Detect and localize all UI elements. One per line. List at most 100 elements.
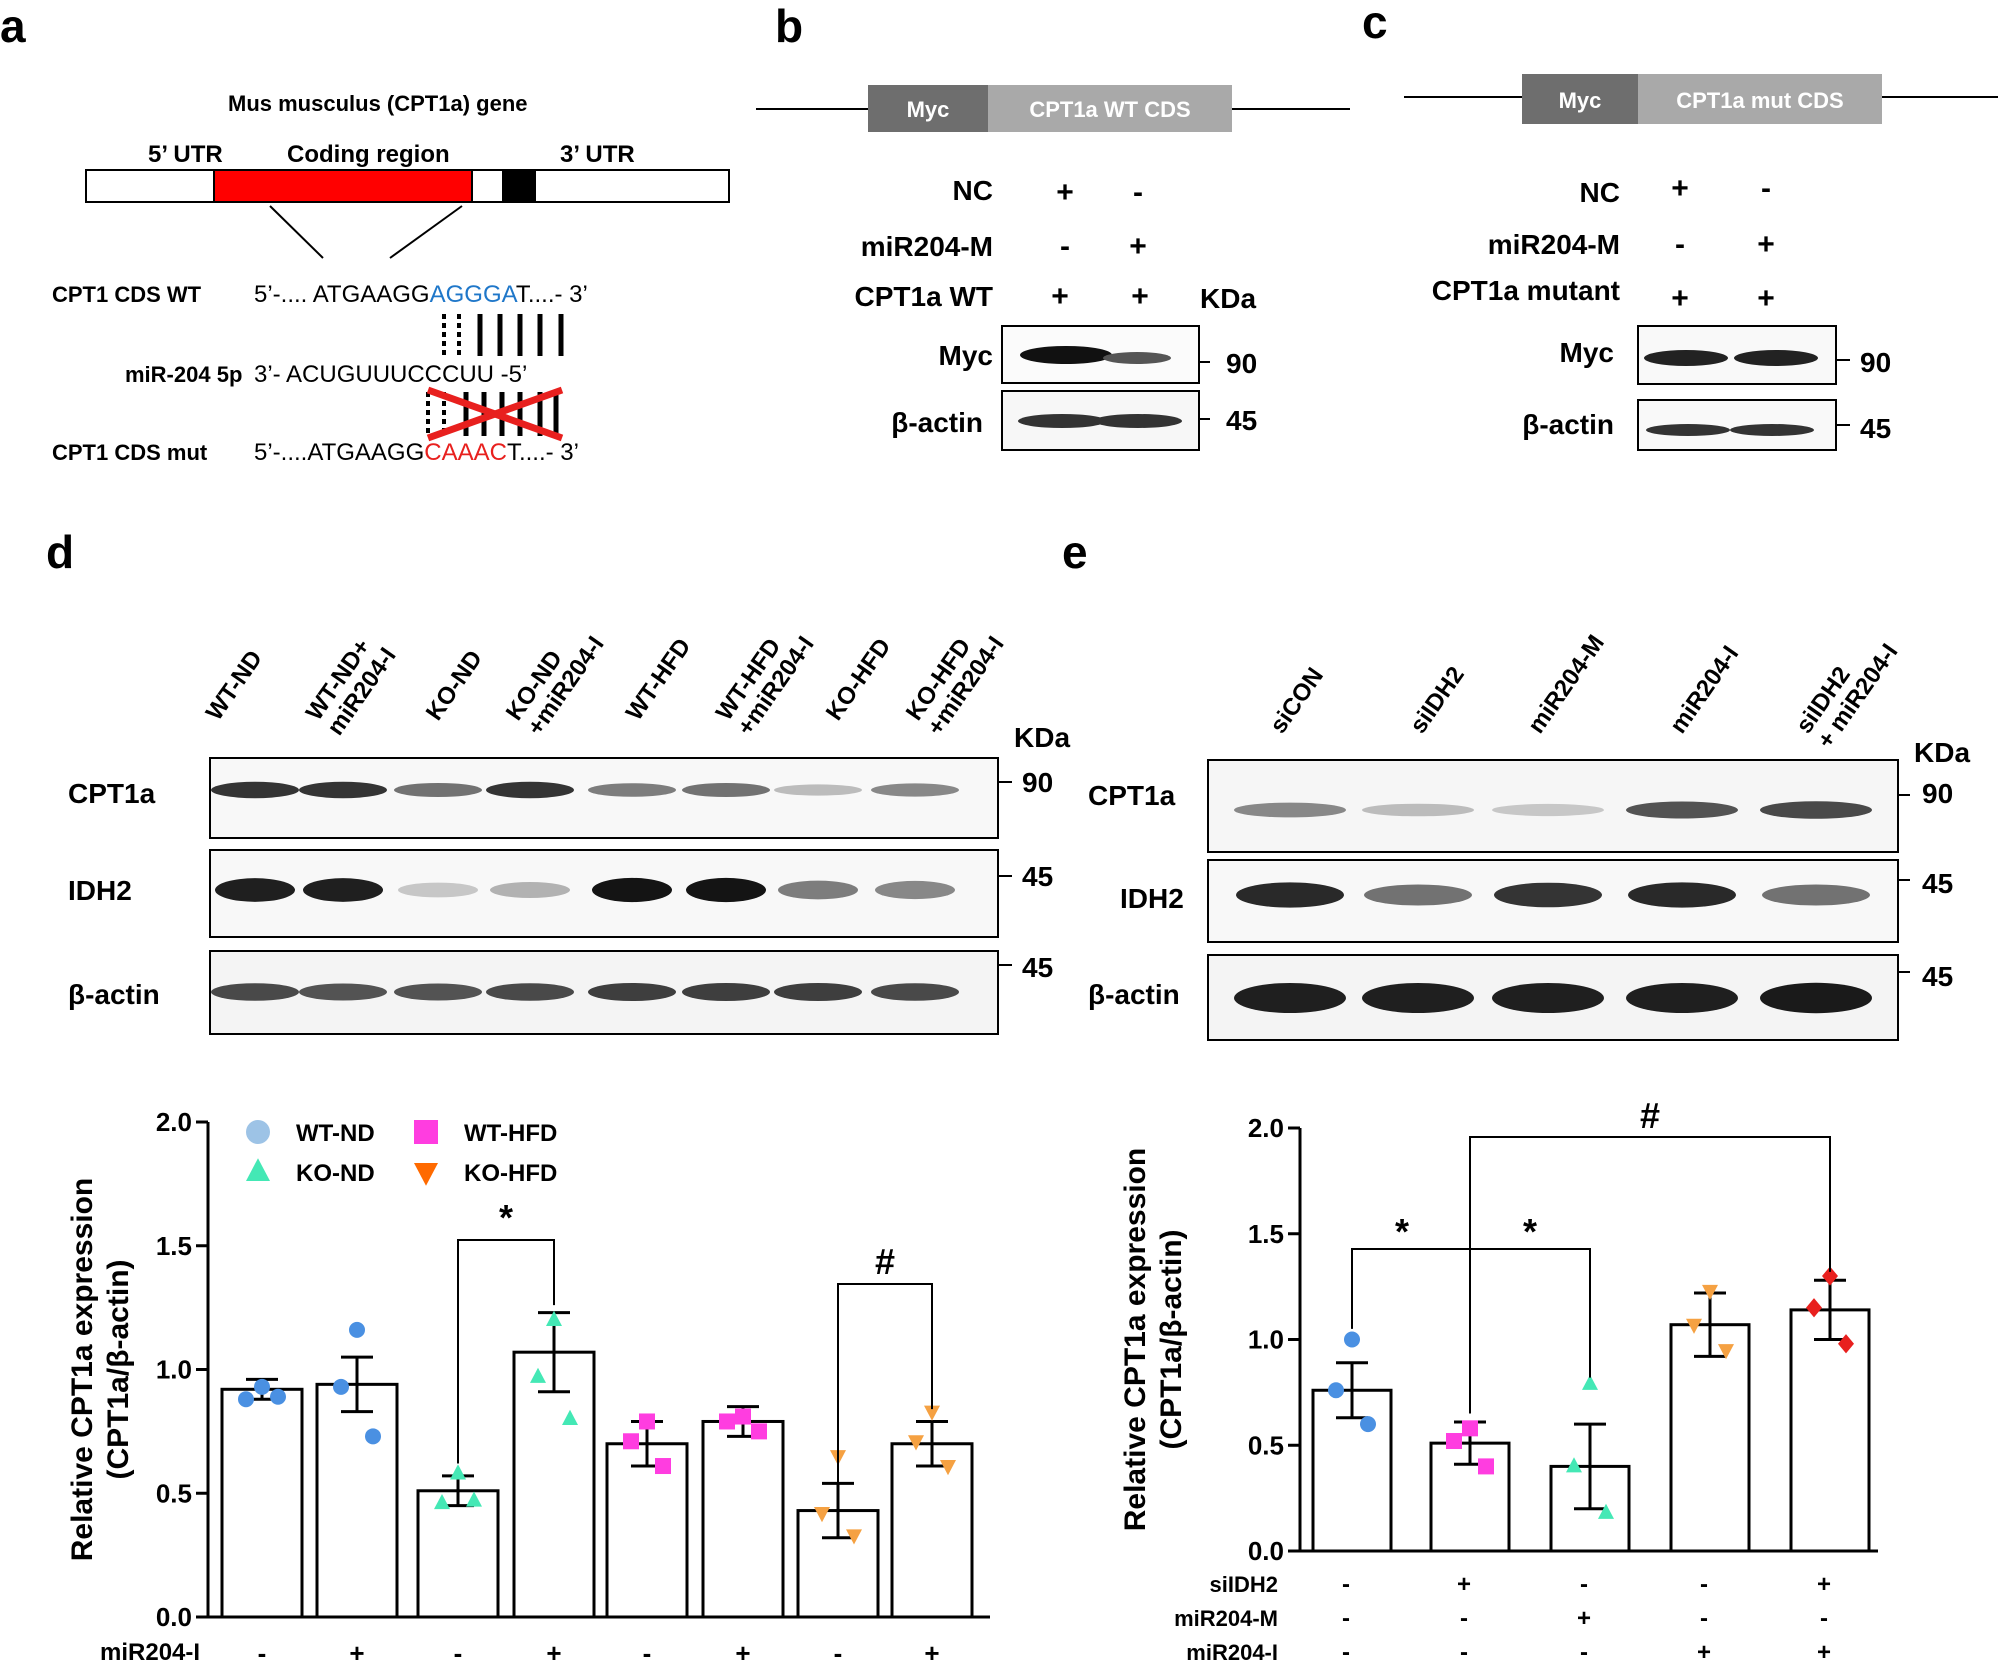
band [1492,803,1604,817]
sign: - [1761,172,1771,205]
binding-site-box [502,170,536,202]
mut-seq-suffix: T....- 3’ [507,439,579,466]
mw-45: 45 [1860,413,1891,444]
y-tick-label: 1.5 [1248,1219,1284,1249]
mw-45: 45 [1022,861,1053,892]
band [1234,802,1346,818]
band [1234,982,1346,1014]
sign: + [1671,282,1689,315]
data-point [254,1378,270,1395]
data-point [846,1529,862,1545]
legend-marker [246,1158,270,1181]
mw-45: 45 [1922,961,1953,992]
band [486,781,574,799]
mir-seq-suffix: -5’ [494,361,527,388]
bar [1429,1441,1511,1553]
data-point [814,1507,830,1523]
data-point [1582,1374,1598,1390]
sign: + [1131,280,1149,313]
legend-label: WT-HFD [464,1120,557,1147]
data-point [1838,1334,1854,1354]
treatment-sign: - [643,1638,652,1668]
lane-label-line: siCON [1265,663,1329,739]
treatment-sign: - [1580,1571,1588,1598]
y-tick-label: 0.0 [156,1602,192,1632]
lane-label: WT-ND [201,646,268,726]
row-label-mir204m: miR204-M [1488,229,1620,260]
blot-label-actin: β-actin [68,979,160,1010]
band [588,983,676,1001]
mw-45: 45 [1226,405,1257,436]
lane-label: KO-HFD [821,634,897,726]
y-tick-label: 0.5 [1248,1430,1284,1460]
lane-label-line: siIDH2 [1405,662,1470,739]
mw-90: 90 [1922,778,1953,809]
panel-e-chart: 0.0 0.5 1.0 1.5 2.0 Relative CPT1a expression… [1119,1095,1878,1666]
panel-b-letter: b [775,0,803,52]
y-axis-label: Relative CPT1a expression (CPT1a/β-actin) [66,1178,135,1562]
construct-cds-box [1638,74,1882,124]
blot-label-cpt1a: CPT1a [68,778,156,809]
lane-label-line: KO-ND [421,646,488,726]
mir-sequence: 3’- ACUGUUUCCCUU -5’ [254,361,527,388]
band [1626,801,1738,819]
data-point [238,1391,254,1408]
bar [315,1382,399,1619]
treatment-label: miR204-I [100,1639,200,1666]
band [1760,982,1872,1014]
wt-seq-suffix: T....- 3’ [516,281,588,308]
y-tick-label: 1.0 [156,1355,192,1385]
treatment-sign: + [924,1638,939,1668]
data-point [530,1367,546,1383]
legend-label: KO-ND [296,1160,375,1187]
sign: + [1129,230,1147,263]
significance-bracket [1469,1136,1831,1414]
significance-mark: # [1640,1095,1660,1136]
row-label-nc: NC [953,175,993,206]
data-point [623,1433,639,1450]
treatment-sign: + [1817,1639,1831,1666]
bar [701,1419,785,1619]
treatment-sign: - [1700,1571,1708,1598]
panel-c-letter: c [1362,0,1388,48]
bands [211,781,959,1001]
band [490,882,570,898]
data-point [639,1413,655,1430]
y-tick-label: 2.0 [156,1107,192,1137]
band [592,877,672,903]
treatment-sign: + [735,1638,750,1668]
band [1362,803,1474,817]
wt-sequence: 5’-.... ATGAAGGAGGGAT....- 3’ [254,281,588,308]
chart-e: 0.0 0.5 1.0 1.5 2.0 Relative CPT1a expression… [1119,1095,1878,1666]
lane-label-line: WT-ND [201,646,268,726]
lane-label: miR204-I [1665,641,1745,738]
data-point [1822,1266,1838,1286]
data-point [719,1413,735,1430]
mir-seq-prefix: 3’- [254,361,286,388]
sign: + [1056,176,1074,209]
data-point [1686,1318,1702,1334]
mut-seq-prefix: 5’-....ATGAAGG [254,439,424,466]
sign: - [1060,230,1070,263]
wt-seq-prefix: 5’-.... ATGAAGG [254,281,430,308]
row-label-mir204m: miR204-M [861,231,993,262]
panel-d-letter: d [46,526,74,578]
y-axis-label-line: (CPT1a/β-actin) [102,1259,135,1479]
band [686,877,766,903]
lane-label: WT-HFD+miR204-I [711,617,820,741]
treatment-sign: - [1342,1639,1350,1666]
lane-label-line: KO-HFD [821,634,897,726]
data-point [450,1464,466,1480]
data-point [751,1423,767,1440]
sign: - [1133,176,1143,209]
band [398,882,478,898]
treatment-sign: - [1580,1639,1588,1666]
treatment-sign: - [1460,1639,1468,1666]
treatment-sign: + [1817,1571,1831,1598]
treatment-sign: - [1342,1571,1350,1598]
lane-labels: siCON siIDH2 miR204-M miR204-I siIDH2+ miR20… [1265,630,1904,753]
legend-marker [414,1163,438,1186]
significance-mark: * [1395,1211,1409,1252]
treatment-sign: - [1820,1605,1828,1632]
treatment-label: siIDH2 [1210,1572,1278,1597]
